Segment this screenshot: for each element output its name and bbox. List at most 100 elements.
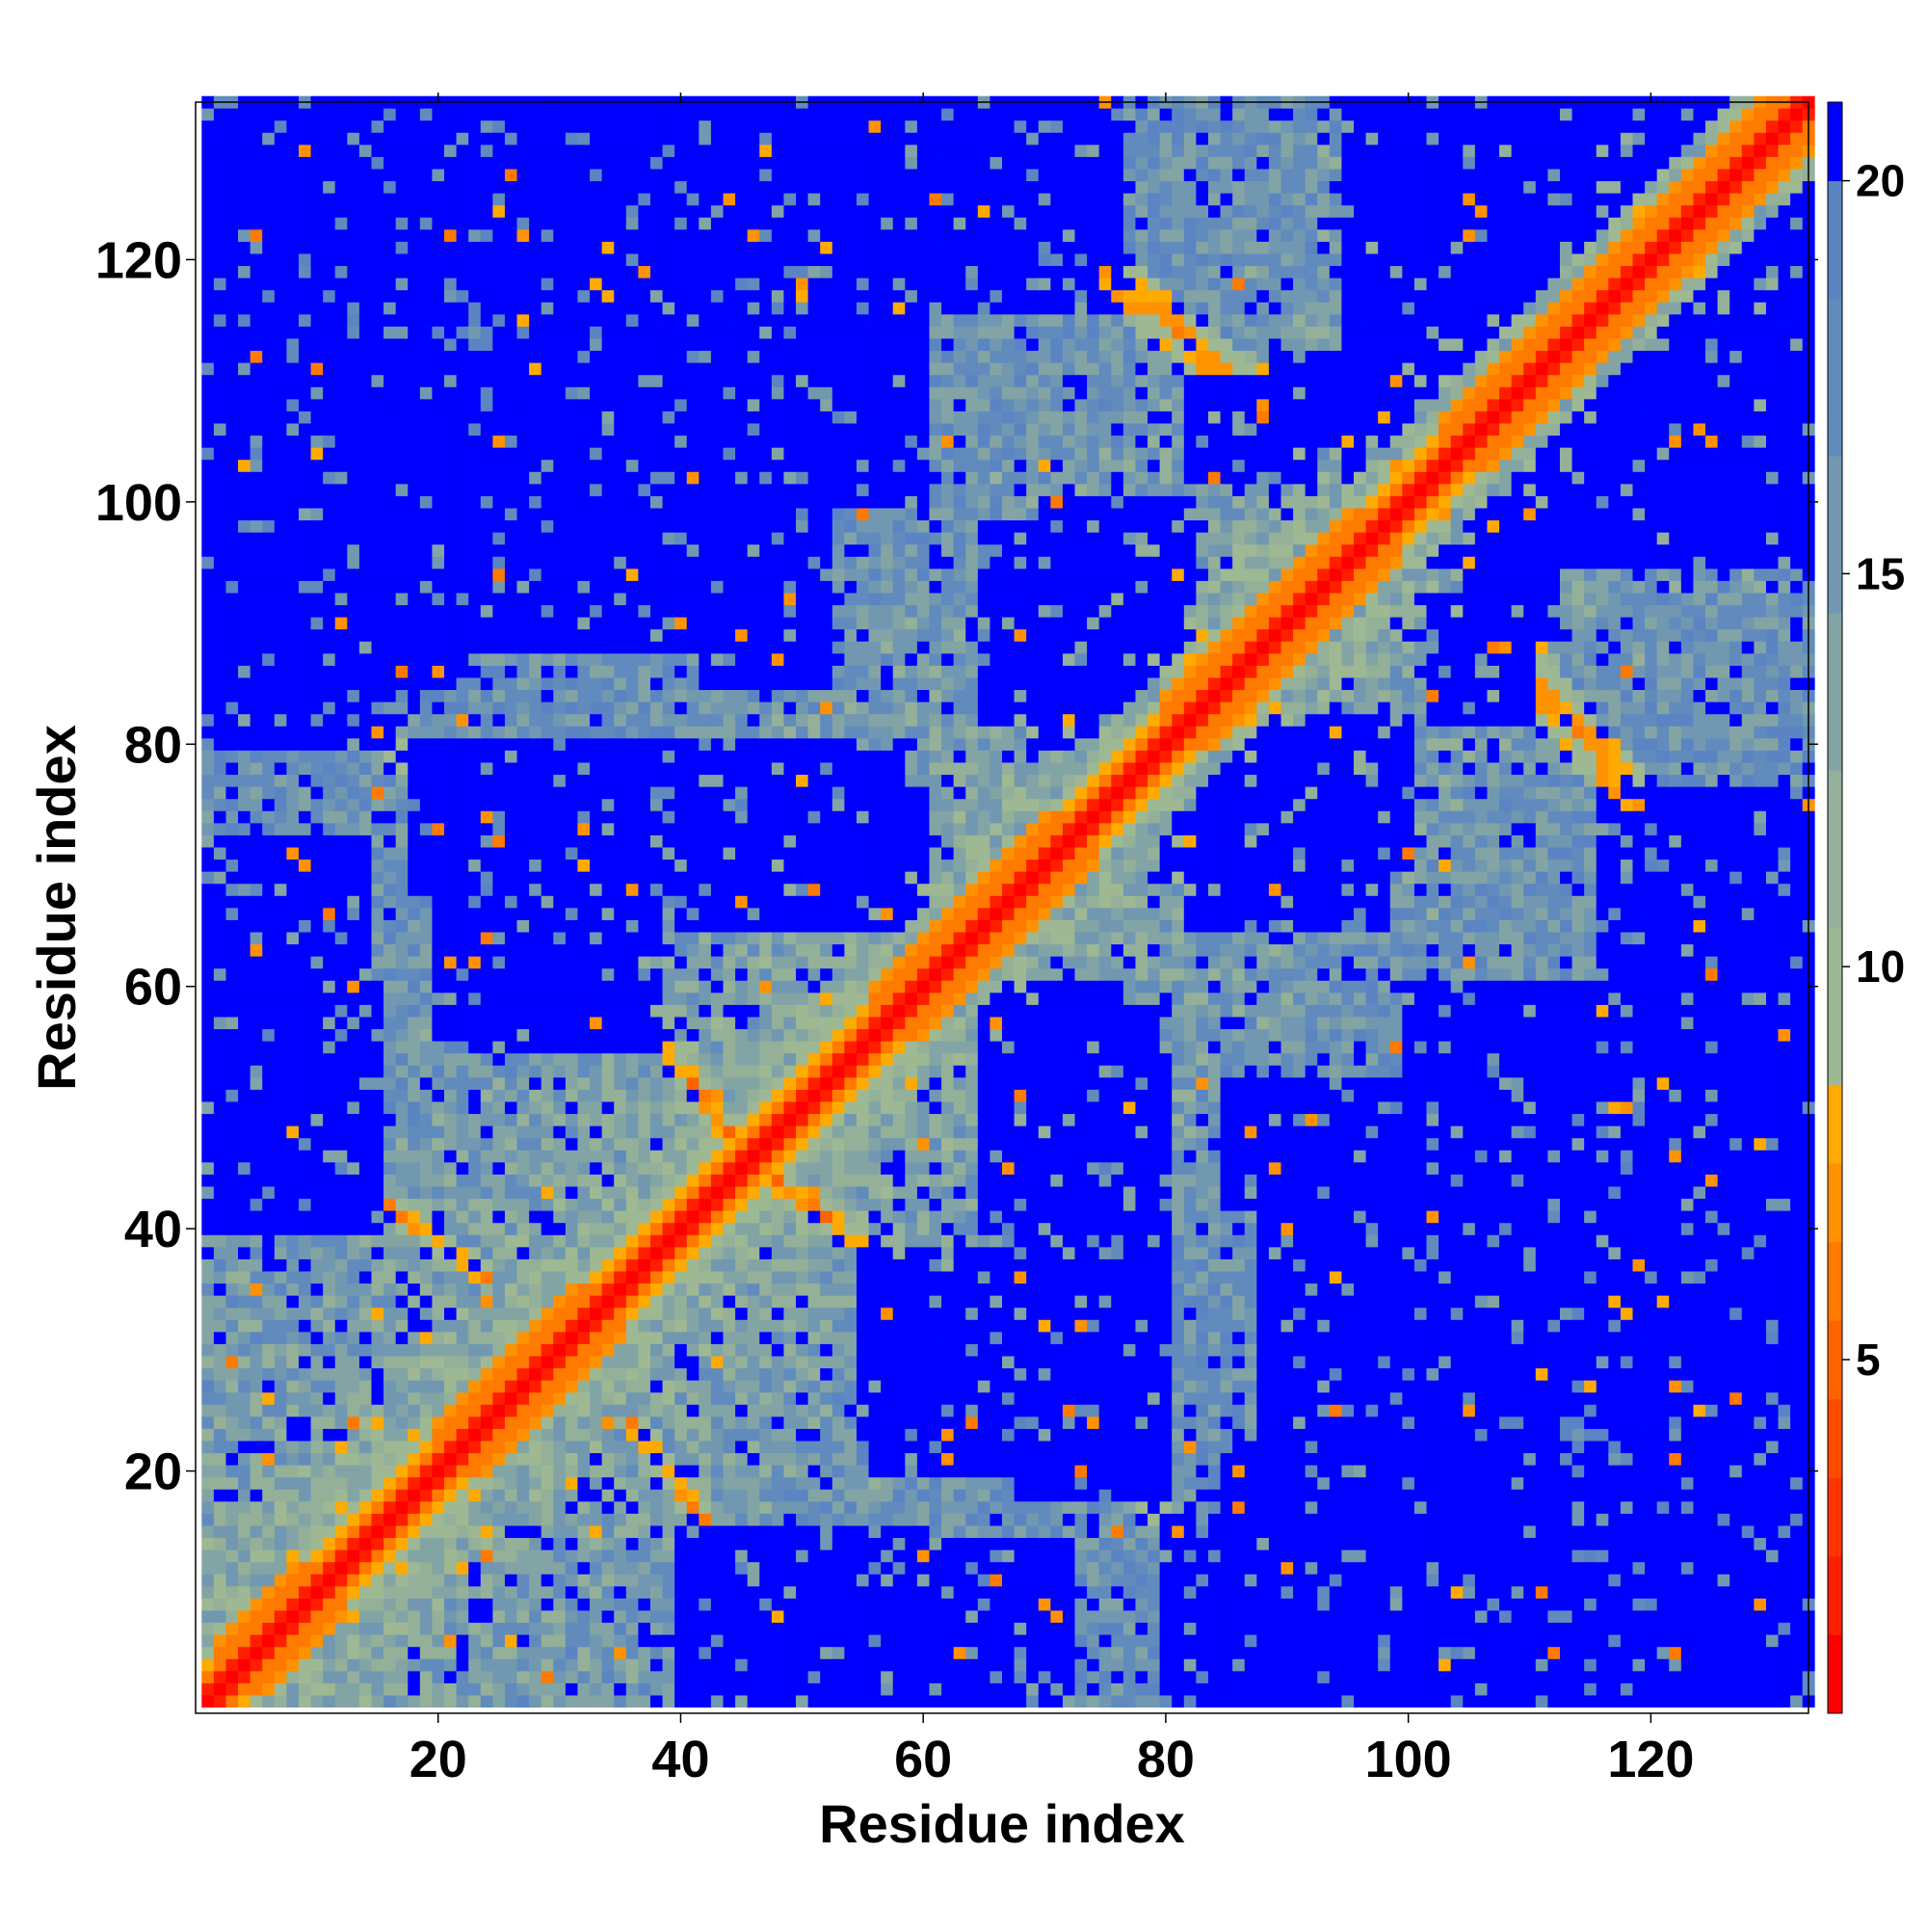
heatmap-cell <box>432 508 445 521</box>
heatmap-cell <box>625 1622 639 1635</box>
heatmap-cell <box>395 641 409 654</box>
heatmap-cell <box>565 156 578 170</box>
heatmap-cell <box>408 1367 421 1381</box>
heatmap-cell <box>625 726 639 739</box>
heatmap-cell <box>541 1441 554 1454</box>
heatmap-cell <box>614 604 627 618</box>
heatmap-cell <box>504 1222 517 1235</box>
heatmap-cell <box>468 1574 482 1587</box>
heatmap-cell <box>492 1271 506 1284</box>
heatmap-cell <box>480 278 493 291</box>
heatmap-cell <box>310 1017 324 1030</box>
heatmap-cell <box>638 1622 651 1635</box>
heatmap-cell <box>323 278 336 291</box>
heatmap-cell <box>625 1356 639 1369</box>
heatmap-cell <box>408 1017 421 1030</box>
heatmap-cell <box>444 677 457 691</box>
heatmap-cell <box>577 1634 591 1648</box>
heatmap-cell <box>444 604 457 618</box>
heatmap-cell <box>250 1101 263 1115</box>
heatmap-cell <box>323 1367 336 1381</box>
heatmap-cell <box>298 956 311 969</box>
heatmap-cell <box>238 701 251 715</box>
heatmap-cell <box>529 1210 542 1224</box>
heatmap-cell <box>347 1380 360 1393</box>
heatmap-cell <box>541 1295 554 1309</box>
heatmap-cell <box>274 314 287 327</box>
heatmap-cell <box>590 1367 602 1381</box>
heatmap-cell <box>504 726 517 739</box>
heatmap-cell <box>225 786 239 800</box>
heatmap-cell <box>250 1549 263 1563</box>
heatmap-cell <box>480 145 493 157</box>
heatmap-cell <box>480 108 493 121</box>
heatmap-cell <box>601 738 615 751</box>
heatmap-cell <box>286 726 300 739</box>
heatmap-cell <box>395 1622 409 1635</box>
heatmap-cell <box>274 834 287 848</box>
heatmap-cell <box>383 132 397 146</box>
heatmap-cell <box>371 1089 384 1102</box>
heatmap-cell <box>601 1222 615 1235</box>
heatmap-cell <box>456 628 469 642</box>
heatmap-cell <box>225 459 239 472</box>
heatmap-cell <box>444 1198 457 1211</box>
heatmap-cell <box>310 1052 324 1066</box>
heatmap-cell <box>201 883 215 896</box>
heatmap-cell <box>419 967 433 981</box>
heatmap-cell <box>395 1634 409 1648</box>
heatmap-cell <box>334 241 348 254</box>
heatmap-cell <box>298 338 311 352</box>
heatmap-cell <box>492 1489 506 1502</box>
heatmap-cell <box>408 302 421 315</box>
heatmap-cell <box>419 1343 433 1357</box>
heatmap-cell <box>614 435 627 448</box>
heatmap-cell <box>614 1113 627 1126</box>
heatmap-cell <box>638 1174 651 1187</box>
heatmap-cell <box>590 1198 602 1211</box>
heatmap-cell <box>504 593 517 606</box>
heatmap-cell <box>529 1574 542 1587</box>
heatmap-cell <box>408 1356 421 1369</box>
heatmap-cell <box>614 1186 627 1200</box>
heatmap-cell <box>238 495 251 509</box>
heatmap-cell <box>504 447 517 461</box>
heatmap-cell <box>262 1658 276 1672</box>
heatmap-cell <box>516 786 530 800</box>
heatmap-cell <box>419 956 433 969</box>
heatmap-cell <box>468 1501 482 1514</box>
heatmap-cell <box>408 689 421 702</box>
heatmap-cell <box>553 265 567 278</box>
heatmap-cell <box>225 204 239 218</box>
heatmap-cell <box>480 314 493 327</box>
heatmap-cell <box>565 447 578 461</box>
heatmap-cell <box>590 471 602 485</box>
heatmap-cell <box>444 1561 457 1575</box>
heatmap-cell <box>541 1222 554 1235</box>
heatmap-cell <box>614 556 627 569</box>
heatmap-cell <box>553 1586 567 1599</box>
heatmap-cell <box>383 750 397 763</box>
heatmap-cell <box>541 169 554 182</box>
heatmap-cell <box>238 374 251 387</box>
heatmap-cell <box>358 798 372 811</box>
heatmap-cell <box>577 701 591 715</box>
heatmap-cell <box>238 435 251 448</box>
heatmap-cell <box>468 1004 482 1018</box>
heatmap-cell <box>347 108 360 121</box>
heatmap-cell <box>480 943 493 957</box>
heatmap-cell <box>383 471 397 485</box>
heatmap-cell <box>456 1162 469 1175</box>
heatmap-cell <box>238 895 251 909</box>
heatmap-cell <box>250 1501 263 1514</box>
heatmap-cell <box>334 145 348 157</box>
heatmap-cell <box>310 193 324 206</box>
heatmap-cell <box>516 145 530 157</box>
heatmap-cell <box>347 519 360 533</box>
heatmap-cell <box>468 713 482 727</box>
heatmap-cell <box>358 908 372 920</box>
heatmap-cell <box>262 519 276 533</box>
heatmap-cell <box>310 1525 324 1539</box>
heatmap-cell <box>516 1271 530 1284</box>
heatmap-cell <box>262 435 276 448</box>
